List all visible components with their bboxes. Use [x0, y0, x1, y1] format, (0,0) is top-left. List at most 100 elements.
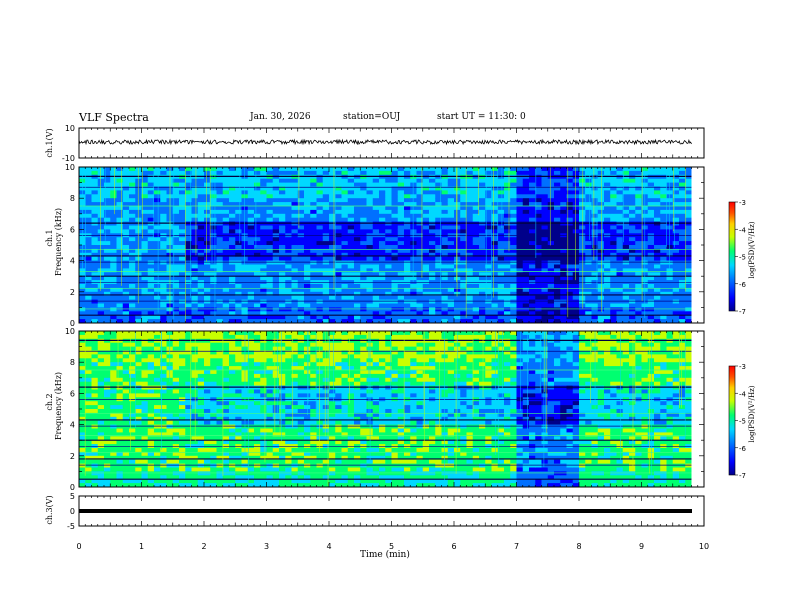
ch1-spectrogram-cell	[397, 206, 405, 211]
ch1-spectrogram-cell	[260, 245, 267, 250]
ch1-spectrogram-cell	[91, 182, 99, 187]
ch1-spectrogram-cell	[541, 272, 549, 277]
ch1-spectrogram-cell	[260, 186, 267, 191]
ch1-spectrogram-cell	[379, 268, 386, 273]
ch1-spectrogram-cell	[154, 178, 161, 183]
ch2-spectrogram-cell	[116, 436, 124, 441]
ch1-spectrogram-cell	[579, 170, 586, 176]
ch1-spectrogram-cell	[366, 206, 374, 211]
ch1-spectrogram-cell	[485, 182, 492, 187]
ch1-spectrogram-cell	[585, 248, 592, 254]
ch1-spectrogram-cell	[372, 213, 380, 219]
ch2-spectrogram-cell	[222, 436, 230, 441]
ch1-spectrogram-cell	[441, 295, 449, 300]
ch1-spectrogram-cell	[547, 217, 555, 222]
ch1-spectrogram-cell	[416, 303, 424, 308]
ch1-spectrogram-cell	[541, 276, 549, 281]
ch1-spectrogram-cell	[310, 170, 317, 176]
ch1-spectrogram-cell	[560, 248, 567, 254]
ch1-spectrogram-cell	[635, 307, 642, 312]
ch2-spectrogram-cell	[204, 346, 211, 351]
ch1-spectrogram-cell	[97, 194, 105, 199]
ch2-spectrogram-cell	[179, 354, 186, 359]
ch1-spectrogram-cell	[529, 229, 536, 234]
ch2-spectrogram-cell	[129, 479, 136, 484]
ch1-spectrogram-cell	[522, 307, 530, 312]
ch2-spectrogram-cell	[116, 370, 124, 375]
ch1-spectrogram-cell	[166, 315, 174, 320]
ch1-spectrogram-cell	[679, 190, 686, 195]
ch2-spectrogram-cell	[147, 424, 155, 429]
ch1-spectrogram-cell	[660, 268, 667, 273]
ch2-spectrogram-cell	[122, 463, 130, 468]
ch1-spectrogram-cell	[179, 287, 186, 293]
ch1-spectrogram-cell	[285, 252, 292, 258]
ch1-spectrogram-cell	[422, 307, 430, 312]
ch1-spectrogram-cell	[485, 194, 492, 199]
ch1-spectrogram-cell	[341, 178, 349, 183]
ch2-spectrogram-cell	[204, 428, 211, 433]
ch1-spectrogram-cell	[235, 252, 242, 258]
ch1-spectrogram-cell	[335, 167, 342, 172]
ch1-spectrogram-cell	[260, 225, 267, 230]
ch2-spectrogram-cell	[97, 479, 105, 484]
ch1-spectrogram-cell	[479, 315, 486, 320]
ch1-spectrogram-cell	[454, 295, 461, 300]
ch1-spectrogram-cell	[197, 319, 205, 324]
ch1-spectrogram-cell	[129, 287, 136, 293]
ch1-spectrogram-cell	[454, 319, 461, 324]
ch1-spectrogram-cell	[604, 295, 611, 300]
ch1-spectrogram-cell	[160, 198, 167, 203]
ch1-spectrogram-cell	[210, 315, 217, 320]
ch1-spectrogram-cell	[291, 241, 299, 246]
ch1-spectrogram-cell	[104, 190, 111, 195]
ch1-spectrogram-cell	[372, 217, 380, 222]
ch1-spectrogram-cell	[447, 287, 455, 293]
ch1-spectrogram-cell	[572, 248, 580, 254]
ch1-spectrogram-cell	[335, 287, 342, 293]
ch2-spectrogram-cell	[172, 350, 180, 355]
ch1-spectrogram-cell	[379, 213, 386, 219]
ch2-spectrogram-cell	[172, 463, 180, 468]
ch1-spectrogram-cell	[366, 307, 374, 312]
ch1-spectrogram-cell	[254, 225, 261, 230]
ch2-spectrogram-cell	[185, 448, 192, 453]
ch1-spectrogram-cell	[647, 190, 655, 195]
ch1-spectrogram-cell	[216, 303, 224, 308]
ch2-spectrogram-cell	[222, 467, 230, 472]
ch2-spectrogram-cell	[141, 451, 149, 457]
ch1-spectrogram-cell	[366, 319, 374, 324]
ch1-spectrogram-cell	[360, 303, 367, 308]
ch1-spectrogram-cell	[254, 170, 261, 176]
ch2-spectrogram-cell	[122, 424, 130, 429]
ch1-spectrogram-cell	[372, 315, 380, 320]
ch1-spectrogram-cell	[479, 256, 486, 261]
ch1-spectrogram-cell	[91, 190, 99, 195]
ch1-spectrogram-cell	[316, 307, 324, 312]
ch1-spectrogram-cell	[204, 186, 211, 191]
ch2-spectrogram-cell	[222, 350, 230, 355]
ch2-spectrogram-cell	[204, 483, 211, 488]
ch1-spectrogram-cell	[491, 206, 499, 211]
ch1-spectrogram-cell	[429, 186, 436, 191]
ch1-spectrogram-cell	[397, 252, 405, 258]
ch1-spectrogram-cell	[616, 217, 624, 222]
ch1-spectrogram-cell	[85, 245, 92, 250]
ch1-spectrogram-cell	[416, 272, 424, 277]
ch2-spectrogram-cell	[197, 389, 205, 394]
ch1-spectrogram-cell	[585, 229, 592, 234]
ch1-spectrogram-cell	[241, 245, 249, 250]
ch1-spectrogram-cell	[547, 256, 555, 261]
ch1-spectrogram-cell	[604, 217, 611, 222]
ch1-spectrogram-cell	[329, 241, 336, 246]
ch1-spectrogram-cell	[172, 319, 180, 324]
ch1-spectrogram-cell	[572, 276, 580, 281]
ch1-spectrogram-cell	[510, 287, 517, 293]
ch1-spectrogram-cell	[472, 272, 480, 277]
ch1-spectrogram-cell	[322, 209, 330, 215]
ch1-spectrogram-cell	[329, 237, 336, 242]
ch2-spectrogram-cell	[204, 342, 211, 347]
ch2-spectrogram-cell	[154, 370, 161, 375]
ch1-spectrogram-cell	[241, 268, 249, 273]
ch2-spectrogram-cell	[160, 362, 167, 367]
